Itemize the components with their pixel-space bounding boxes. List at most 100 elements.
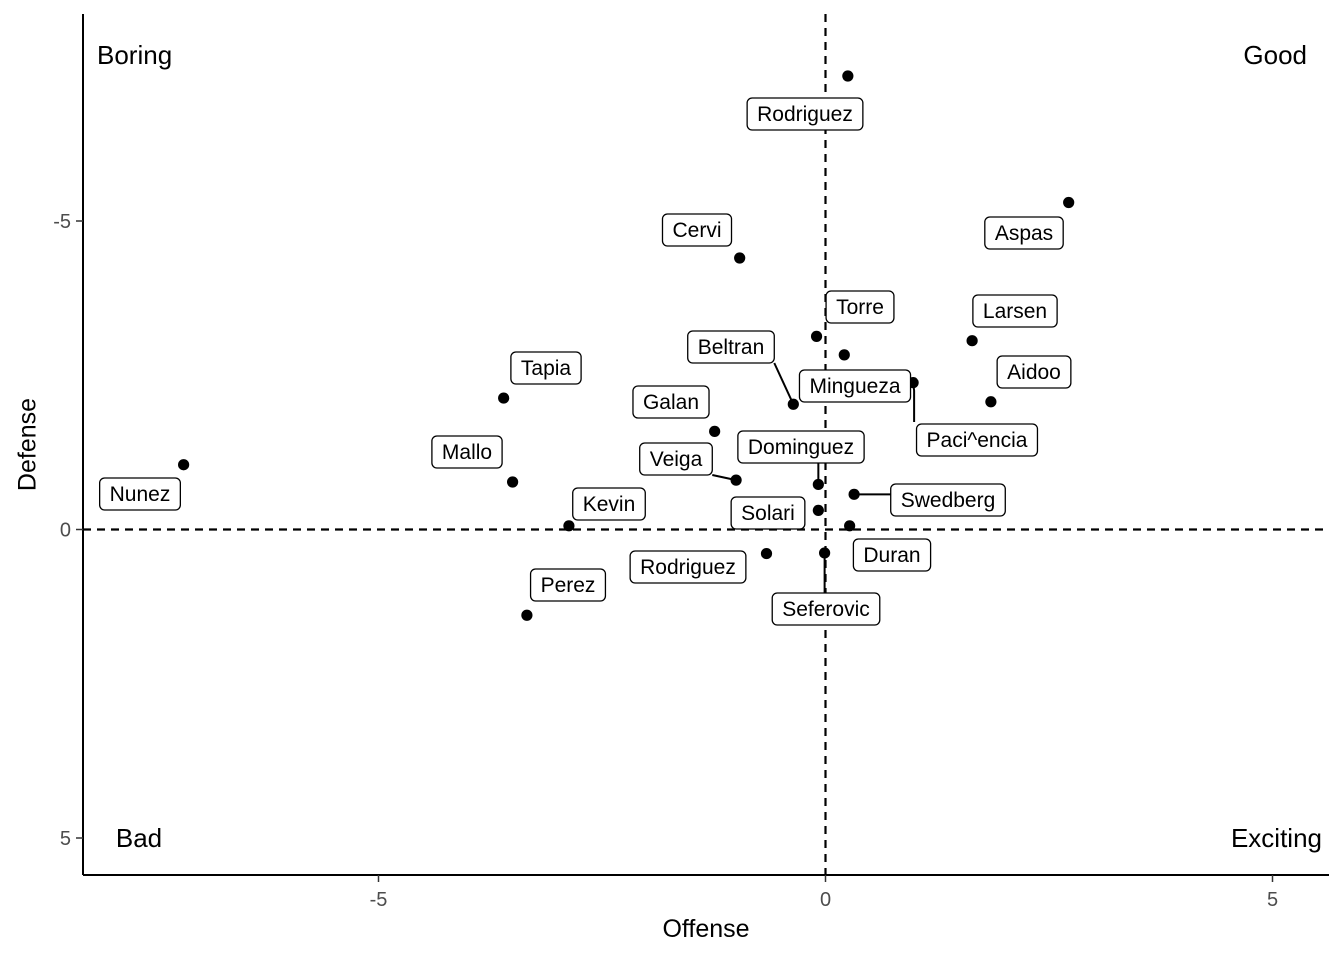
x-tick-label: -5	[370, 889, 388, 911]
quadrant-label-good: Good	[1243, 40, 1307, 70]
point-label-box	[798, 369, 912, 403]
point-label-text: Torre	[836, 296, 884, 319]
point-label: Duran	[852, 538, 932, 572]
quadrant-label-bad: Bad	[116, 823, 162, 853]
point-label: Nunez	[98, 477, 182, 511]
point-label-text: Galan	[643, 391, 699, 414]
y-axis-title: Defense	[13, 397, 42, 492]
point-label: Mingueza	[798, 369, 912, 403]
point-label-text: Mingueza	[809, 375, 900, 398]
point-label-text: Mallo	[442, 441, 492, 464]
point-label-box	[431, 435, 503, 469]
point-label-text: Larsen	[983, 300, 1047, 323]
data-point	[498, 392, 510, 404]
point-label-text: Paci^encia	[927, 429, 1028, 452]
point-label-box	[737, 430, 865, 464]
point-label-box	[572, 487, 646, 521]
point-label-box	[661, 213, 733, 247]
point-label: Mallo	[431, 435, 503, 469]
point-label: Solari	[730, 496, 806, 530]
data-point	[787, 398, 799, 410]
point-label-text: Swedberg	[901, 489, 996, 512]
y-tick-label: 0	[60, 520, 71, 542]
point-label: Rodriguez	[629, 550, 747, 584]
point-label-box	[632, 385, 710, 419]
point-label-box	[984, 216, 1064, 250]
point-label: Swedberg	[890, 483, 1006, 517]
point-label: Seferovic	[771, 592, 881, 626]
point-label-box	[746, 97, 864, 131]
point-label-box	[771, 592, 881, 626]
point-label-text: Perez	[541, 574, 596, 597]
point-label-box	[639, 442, 713, 476]
data-point	[966, 335, 978, 347]
point-label-box	[890, 483, 1006, 517]
point-label: Torre	[825, 290, 895, 324]
quadrant-label-boring: Boring	[97, 40, 172, 70]
data-point	[178, 459, 190, 471]
data-point	[730, 474, 742, 486]
point-label: Galan	[632, 385, 710, 419]
data-point	[848, 488, 860, 500]
label-connector	[773, 362, 795, 405]
point-label-text: Aidoo	[1007, 361, 1061, 384]
point-label: Aidoo	[996, 355, 1072, 389]
point-label-text: Dominguez	[748, 436, 854, 459]
point-label-box	[629, 550, 747, 584]
point-label-text: Cervi	[672, 219, 721, 242]
data-point	[1063, 196, 1075, 209]
x-axis-title: Offense	[662, 915, 750, 943]
data-point	[842, 70, 854, 82]
point-label: Beltran	[687, 330, 775, 364]
point-label: Perez	[529, 568, 607, 602]
point-label-text: Veiga	[650, 448, 703, 471]
point-label: Kevin	[572, 487, 646, 521]
point-label: Dominguez	[737, 430, 865, 464]
point-label: Larsen	[972, 294, 1058, 328]
point-label-text: Tapia	[521, 357, 572, 380]
point-label-text: Nunez	[110, 483, 171, 506]
point-label-text: Rodriguez	[640, 556, 736, 579]
y-tick-label: 5	[60, 828, 71, 850]
y-tick-label: -5	[53, 211, 71, 233]
point-label-text: Seferovic	[782, 598, 870, 621]
point-label-box	[98, 477, 182, 511]
data-point	[734, 252, 746, 264]
point-label-box	[972, 294, 1058, 328]
point-label: Tapia	[510, 351, 582, 385]
point-label-text: Beltran	[698, 336, 765, 359]
x-tick-label: 0	[820, 889, 831, 911]
point-label-text: Duran	[863, 544, 920, 567]
point-label-box	[510, 351, 582, 385]
point-label: Paci^encia	[915, 423, 1039, 457]
data-point	[819, 547, 831, 559]
label-connector	[912, 382, 916, 422]
x-tick-label: 5	[1267, 889, 1278, 911]
point-label-text: Rodriguez	[757, 103, 853, 126]
data-point	[563, 520, 575, 532]
point-label-box	[852, 538, 932, 572]
point-label-box	[996, 355, 1072, 389]
point-label-box	[915, 423, 1039, 457]
data-point	[810, 330, 823, 342]
data-point	[838, 349, 850, 361]
data-point	[985, 396, 997, 408]
point-label-box	[529, 568, 607, 602]
data-point	[844, 520, 856, 532]
point-label: Aspas	[984, 216, 1064, 250]
data-point	[760, 547, 773, 560]
data-point	[521, 609, 533, 621]
point-label: Veiga	[639, 442, 713, 476]
data-point	[812, 504, 824, 516]
data-point	[709, 425, 721, 437]
quadrant-label-exciting: Exciting	[1231, 823, 1322, 853]
point-label-text: Kevin	[583, 493, 636, 516]
point-label-text: Aspas	[995, 222, 1053, 245]
point-label: Cervi	[661, 213, 733, 247]
point-label-box	[687, 330, 775, 364]
data-point	[812, 478, 824, 491]
data-point	[506, 476, 519, 488]
point-label-box	[730, 496, 806, 530]
point-label-box	[825, 290, 895, 324]
